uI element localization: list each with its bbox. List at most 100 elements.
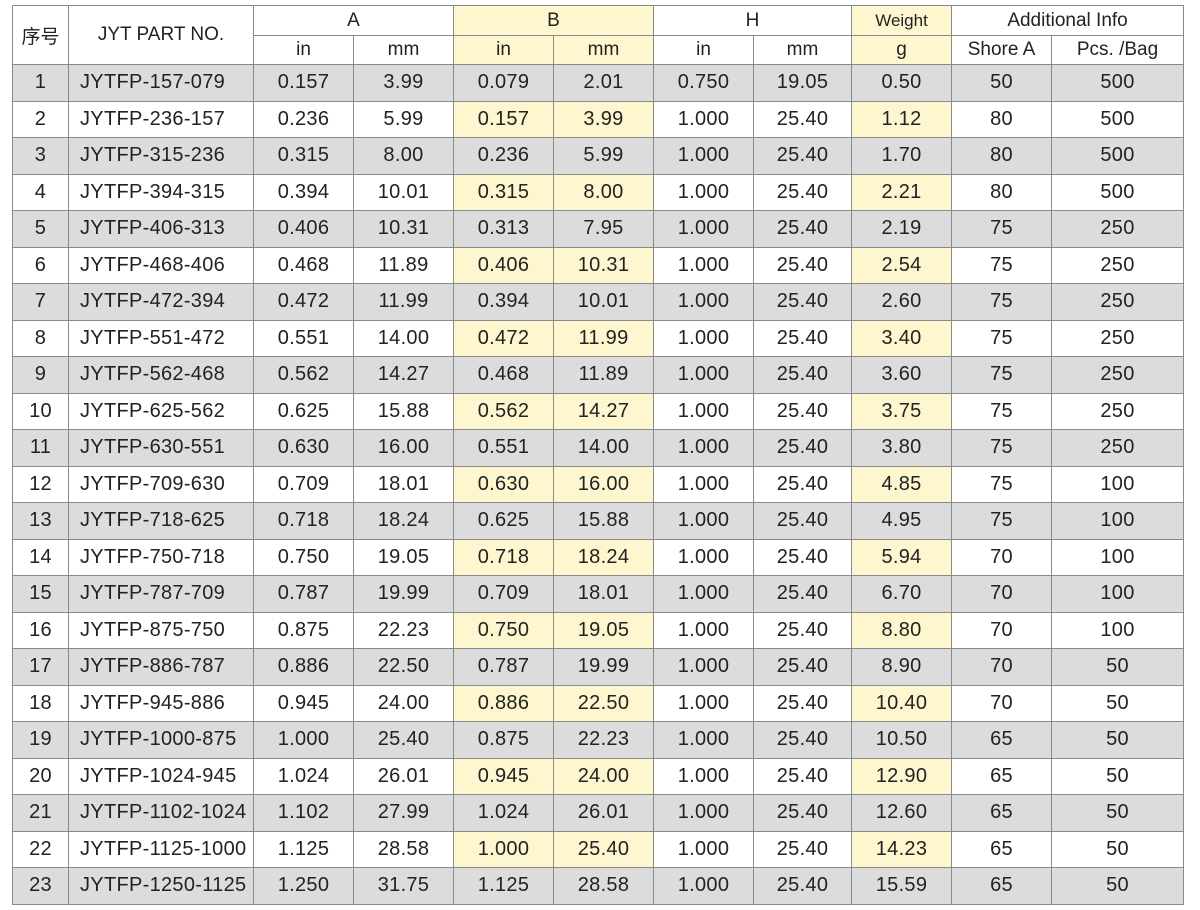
- table-cell: 21: [12, 794, 69, 832]
- header-cell: in: [453, 35, 554, 65]
- table-cell: 80: [951, 137, 1053, 175]
- table-cell: 80: [951, 100, 1053, 138]
- table-cell: 250: [1051, 429, 1185, 467]
- table-cell: JYTFP-1250-1125: [68, 867, 254, 905]
- table-cell: 12.90: [851, 757, 953, 795]
- table-cell: 17: [12, 648, 69, 686]
- table-cell: 70: [951, 538, 1053, 576]
- table-cell: 1.024: [253, 757, 354, 795]
- table-cell: 0.625: [453, 502, 554, 540]
- table-row: 9 JYTFP-562-468 0.562 14.27 0.468 11.89 1.000 2…: [12, 356, 1185, 394]
- table-cell: 25.40: [752, 830, 853, 868]
- table-cell: 0.875: [253, 611, 354, 649]
- table-cell: 8.00: [353, 137, 454, 175]
- table-cell: 12.60: [851, 794, 953, 832]
- table-row: 12 JYTFP-709-630 0.709 18.01 0.630 16.00 1.000…: [12, 465, 1185, 503]
- table-cell: 0.50: [851, 64, 953, 102]
- table-cell: 1.000: [253, 721, 354, 759]
- header-cell: Weight: [851, 5, 953, 36]
- table-cell: 500: [1051, 173, 1185, 211]
- table-cell: 14.23: [851, 830, 953, 868]
- table-cell: 0.709: [453, 575, 554, 613]
- table-cell: 19.05: [553, 611, 654, 649]
- table-row: 21 JYTFP-1102-1024 1.102 27.99 1.024 26.01 1.0…: [12, 794, 1185, 832]
- table-cell: 5.99: [353, 100, 454, 138]
- table-cell: 3.99: [353, 64, 454, 102]
- table-cell: 8: [12, 319, 69, 357]
- table-cell: JYTFP-945-886: [68, 684, 254, 722]
- table-cell: 2: [12, 100, 69, 138]
- table-row: 11 JYTFP-630-551 0.630 16.00 0.551 14.00 1.000…: [12, 429, 1185, 467]
- table-cell: JYTFP-787-709: [68, 575, 254, 613]
- table-cell: 0.625: [253, 392, 354, 430]
- table-cell: 1.000: [653, 392, 754, 430]
- table-cell: 0.630: [453, 465, 554, 503]
- table-cell: 0.886: [253, 648, 354, 686]
- table-cell: JYTFP-630-551: [68, 429, 254, 467]
- table-cell: 25.40: [752, 757, 853, 795]
- table-cell: 1.000: [653, 794, 754, 832]
- table-cell: 65: [951, 830, 1053, 868]
- table-cell: 0.945: [253, 684, 354, 722]
- table-cell: 0.551: [453, 429, 554, 467]
- table-cell: 11.89: [553, 356, 654, 394]
- header-cell: mm: [752, 35, 853, 65]
- table-cell: 0.886: [453, 684, 554, 722]
- table-cell: 50: [1051, 867, 1185, 905]
- table-cell: 10.31: [353, 210, 454, 248]
- table-cell: 100: [1051, 502, 1185, 540]
- table-cell: 25.40: [752, 721, 853, 759]
- table-cell: 9: [12, 356, 69, 394]
- table-cell: 0.562: [253, 356, 354, 394]
- table-cell: 2.21: [851, 173, 953, 211]
- table-cell: 75: [951, 429, 1053, 467]
- table-cell: 0.750: [453, 611, 554, 649]
- table-cell: 2.60: [851, 283, 953, 321]
- table-cell: 25.40: [752, 100, 853, 138]
- table-cell: 1.000: [653, 684, 754, 722]
- table-cell: 23: [12, 867, 69, 905]
- table-cell: 1.000: [653, 356, 754, 394]
- table-cell: 0.468: [253, 246, 354, 284]
- table-cell: 25.40: [752, 502, 853, 540]
- header-cell: g: [851, 35, 953, 65]
- table-cell: 1.102: [253, 794, 354, 832]
- table-cell: 1.000: [653, 757, 754, 795]
- table-cell: 4: [12, 173, 69, 211]
- table-cell: 1.000: [653, 611, 754, 649]
- table-row: 16 JYTFP-875-750 0.875 22.23 0.750 19.05 1.000…: [12, 611, 1185, 649]
- table-cell: 0.236: [253, 100, 354, 138]
- table-cell: 0.945: [453, 757, 554, 795]
- table-cell: 250: [1051, 356, 1185, 394]
- table-cell: 19.05: [353, 538, 454, 576]
- table-cell: 75: [951, 356, 1053, 394]
- table-cell: 50: [1051, 830, 1185, 868]
- table-cell: JYTFP-718-625: [68, 502, 254, 540]
- header-row: in mm in mm in mm g Shore A Pcs. /Bag: [13, 35, 1185, 65]
- table-cell: 18.01: [553, 575, 654, 613]
- table-cell: 4.85: [851, 465, 953, 503]
- table-cell: 75: [951, 502, 1053, 540]
- table-cell: 1.000: [453, 830, 554, 868]
- table-cell: 250: [1051, 283, 1185, 321]
- table-cell: 0.157: [253, 64, 354, 102]
- table-cell: JYTFP-625-562: [68, 392, 254, 430]
- table-row: 4 JYTFP-394-315 0.394 10.01 0.315 8.00 1.000 25…: [12, 173, 1185, 211]
- table-cell: 1.000: [653, 246, 754, 284]
- table-cell: 25.40: [553, 830, 654, 868]
- table-cell: 19.05: [752, 64, 853, 102]
- table-cell: 1.000: [653, 100, 754, 138]
- table-cell: JYTFP-157-079: [68, 64, 254, 102]
- table-row: 8 JYTFP-551-472 0.551 14.00 0.472 11.99 1.000 2…: [12, 319, 1185, 357]
- table-cell: 1.000: [653, 721, 754, 759]
- table-cell: 70: [951, 648, 1053, 686]
- table-cell: 0.551: [253, 319, 354, 357]
- table-cell: 7.95: [553, 210, 654, 248]
- table-cell: 1.000: [653, 137, 754, 175]
- table-cell: 2.01: [553, 64, 654, 102]
- table-cell: 10: [12, 392, 69, 430]
- table-cell: 18.01: [353, 465, 454, 503]
- table-cell: 24.00: [553, 757, 654, 795]
- table-cell: 25.40: [752, 429, 853, 467]
- table-cell: 0.079: [453, 64, 554, 102]
